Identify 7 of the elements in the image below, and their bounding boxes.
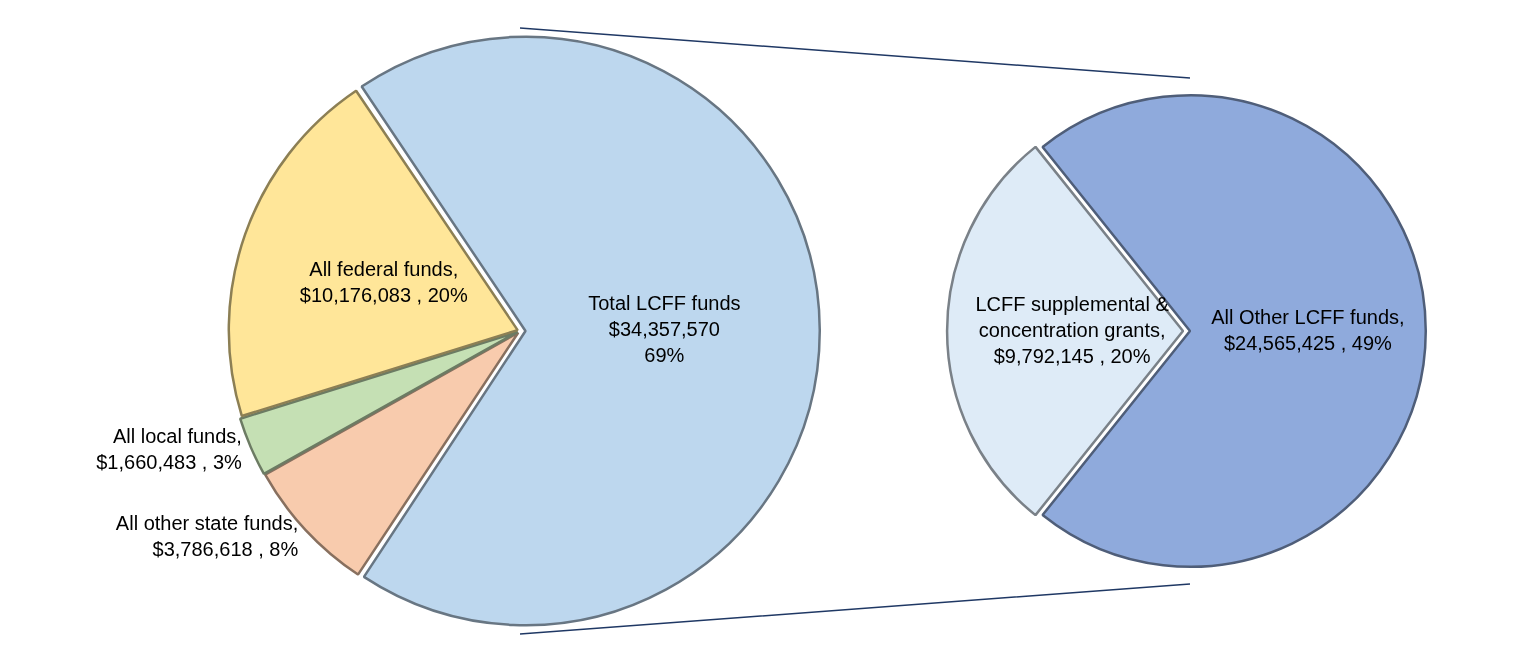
data-label: $34,357,570 69% <box>608 317 720 366</box>
slice-label: LCFF supplemental & concentration grants, $9,792,145 , 20% <box>975 292 1170 367</box>
slice-label: Total LCFF funds <box>588 291 741 314</box>
slice-label: All other state funds, $3,786,618 , 8% <box>115 511 299 560</box>
slice-label: All Other LCFF funds, $24,565,425 , 49% <box>1211 305 1405 354</box>
slice-label: All federal funds, $10,176,083 , 20% <box>299 257 468 306</box>
slice-label: All local funds, $1,660,483 , 3% <box>96 425 243 474</box>
